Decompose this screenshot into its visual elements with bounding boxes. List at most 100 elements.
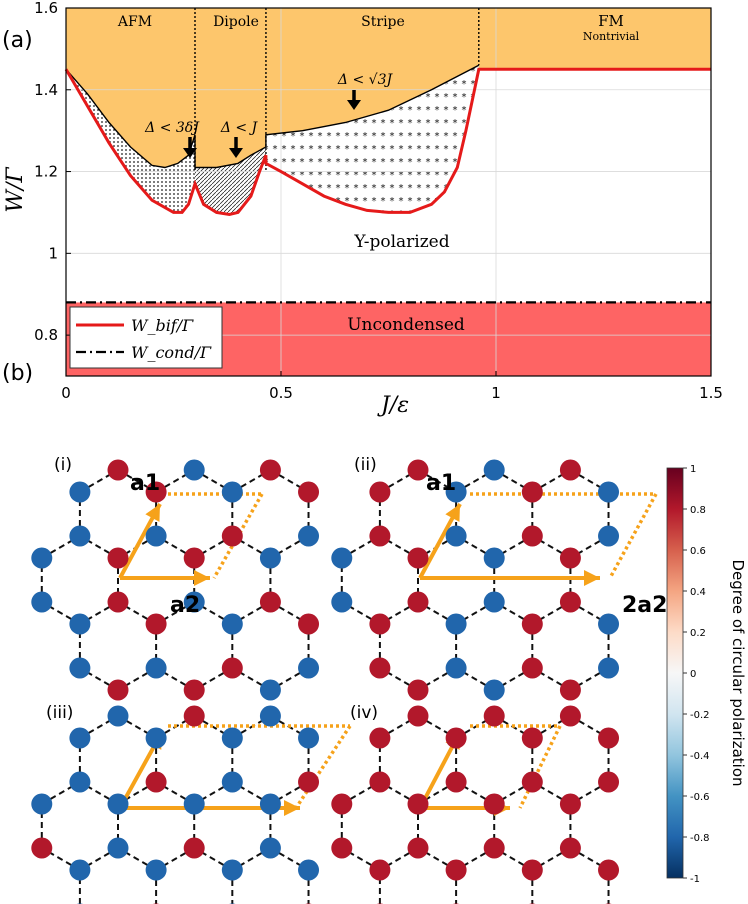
colorbar: 1 0.8 0.6 0.4 0.2 0 -0.2 -0.4 -0.6 -0.8 -1 Degree …	[666, 464, 747, 885]
lattice-site	[107, 459, 129, 481]
lattice-site	[369, 727, 391, 749]
label-uncondensed: Uncondensed	[347, 315, 465, 335]
lattice-site	[221, 525, 243, 547]
lattice-site	[298, 771, 320, 793]
lattice-site	[221, 657, 243, 679]
lattice-site	[298, 613, 320, 635]
lattice-site	[369, 613, 391, 635]
lattice-site	[107, 547, 129, 569]
annotation-dipole-gap: Δ < J	[220, 120, 259, 136]
afm-gap-hatch	[66, 69, 195, 213]
lattice-site	[407, 459, 429, 481]
lattice-site	[107, 591, 129, 613]
lattice-iii	[31, 705, 352, 904]
arrow-down-icon	[183, 137, 197, 158]
lattice-site	[369, 859, 391, 881]
lattice-site	[598, 771, 620, 793]
lattice-i	[31, 459, 320, 701]
plot-frame	[65, 7, 712, 377]
lattice-site	[31, 837, 53, 859]
lattice-site	[259, 793, 281, 815]
lattice-site	[483, 793, 505, 815]
stripe-gap-hatch	[265, 65, 479, 213]
y-tick-label: 1.4	[34, 81, 58, 99]
lattice-site	[69, 525, 91, 547]
lattice-site	[183, 591, 205, 613]
lattice-site	[69, 771, 91, 793]
lattice-site	[145, 481, 167, 503]
vector-label-a1-i: a1	[130, 471, 160, 496]
lattice-site	[331, 591, 353, 613]
lattice-site	[183, 547, 205, 569]
phase-divider-lines	[194, 8, 480, 172]
lattice-site	[221, 727, 243, 749]
arrow-down-icon	[347, 90, 361, 110]
lattice-site	[331, 547, 353, 569]
lattice-site	[483, 837, 505, 859]
vector-label-2a2-ii: 2a2	[622, 593, 667, 618]
lattice-site	[521, 481, 543, 503]
lattice-site	[483, 705, 505, 727]
lattice-site	[221, 481, 243, 503]
lattice-site	[183, 837, 205, 859]
lattice-site	[483, 679, 505, 701]
lattice-site	[183, 679, 205, 701]
lattice-site	[183, 459, 205, 481]
label-y-polarized: Y-polarized	[353, 232, 449, 252]
subpanel-label-iv: (iv)	[350, 703, 378, 723]
lattice-site	[145, 657, 167, 679]
colorbar-tick-label: 0.8	[690, 505, 706, 516]
lattice-site	[598, 481, 620, 503]
colorbar-label: Degree of circular polarization	[729, 559, 747, 786]
lattice-site	[407, 837, 429, 859]
lattice-site	[483, 459, 505, 481]
lattice-site	[145, 613, 167, 635]
lattice-site	[145, 771, 167, 793]
colorbar-tick-label: 1	[690, 464, 696, 475]
lattice-site	[69, 727, 91, 749]
x-axis-ticks: 0 0.5 1 1.5	[61, 371, 723, 402]
panel-b-label: (b)	[2, 361, 33, 386]
lattice-site	[183, 793, 205, 815]
colorbar-tick-label: 0.4	[690, 587, 706, 598]
lattice-site	[559, 547, 581, 569]
lattice-site	[259, 547, 281, 569]
x-tick-label: 0.5	[269, 384, 293, 402]
lattice-site	[259, 837, 281, 859]
lattice-site	[559, 793, 581, 815]
lattice-site	[559, 679, 581, 701]
legend-label-cond: W_cond/Γ	[131, 343, 212, 362]
lattice-site	[445, 613, 467, 635]
lattice-site	[31, 793, 53, 815]
lattice-site	[521, 727, 543, 749]
x-tick-label: 1	[491, 384, 501, 402]
lattice-site	[445, 657, 467, 679]
lattice-site	[221, 859, 243, 881]
y-polarized-region	[66, 69, 711, 303]
arrow-down-icon	[229, 137, 243, 158]
lattice-site	[407, 705, 429, 727]
colorbar-tick-label: 0.2	[690, 628, 706, 639]
label-afm: AFM	[117, 14, 152, 30]
lattice-site	[407, 679, 429, 701]
lattice-site	[298, 657, 320, 679]
colorbar-tick-label: 0	[690, 669, 696, 680]
panel-a: (a) 0 0.5 1 1.5 0.8 1 1.2 1.4 1.6 J/ε W/Γ AFM D…	[2, 0, 723, 418]
label-fm: FM	[598, 12, 624, 30]
y-tick-label: 1.6	[34, 0, 58, 17]
lattice-site	[107, 837, 129, 859]
legend: W_bif/Γ W_cond/Γ	[69, 306, 223, 369]
lattice-site	[559, 459, 581, 481]
lattice-site	[331, 837, 353, 859]
lattice-site	[259, 459, 281, 481]
lattice-site	[331, 793, 353, 815]
lattice-site	[521, 613, 543, 635]
lattice-site	[483, 591, 505, 613]
lattice-site	[107, 705, 129, 727]
lattice-site	[369, 481, 391, 503]
colorbar-gradient	[666, 467, 684, 879]
lattice-site	[259, 591, 281, 613]
lattice-site	[259, 679, 281, 701]
legend-label-bif: W_bif/Γ	[131, 316, 194, 335]
